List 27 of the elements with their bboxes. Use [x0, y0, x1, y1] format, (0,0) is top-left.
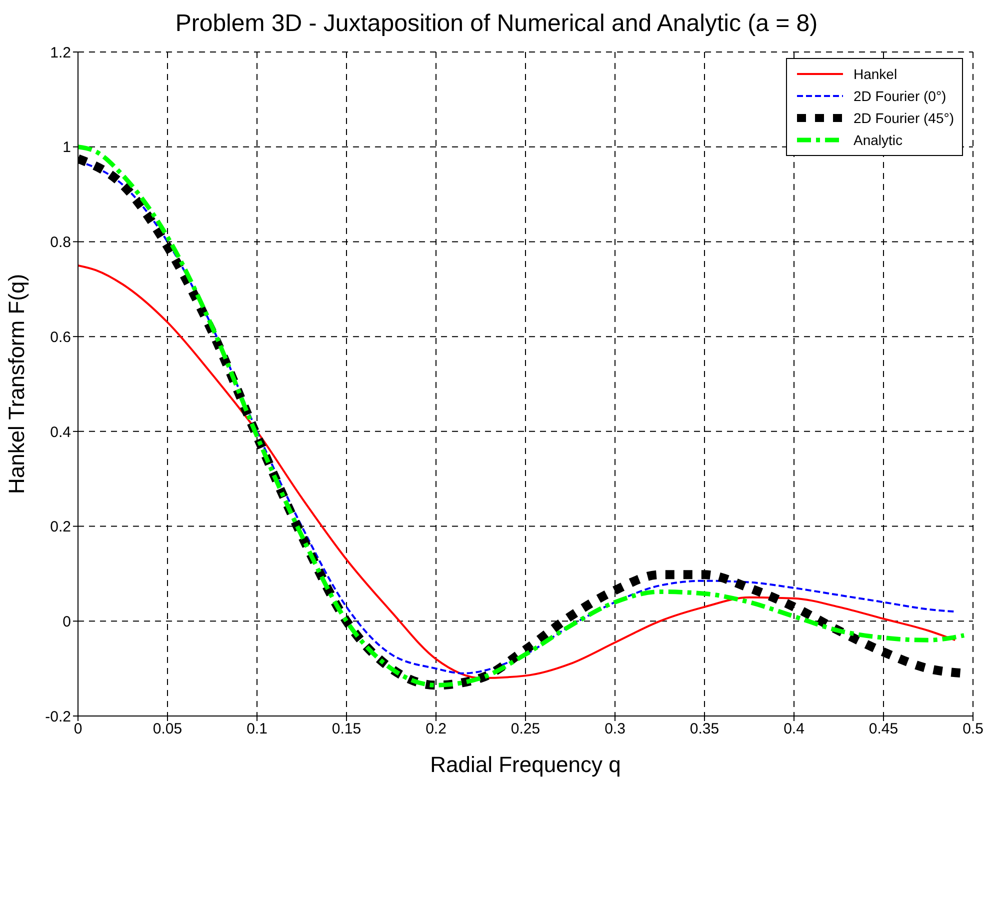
y-tick-label: 0.4 [50, 424, 71, 441]
y-tick-label: 0.6 [50, 328, 71, 346]
x-tick-label: 0.25 [510, 720, 540, 738]
chart-title: Problem 3D - Juxtaposition of Numerical and Analytic (a = 8) [174, 10, 819, 38]
legend-label: Analytic [853, 132, 903, 148]
y-axis-title: Hankel Transform F(q) [4, 274, 29, 494]
line-series [78, 264, 956, 680]
legend-label: 2D Fourier (0°) [853, 88, 946, 104]
y-tick-label: -0.2 [45, 708, 71, 726]
x-tick-label: 0.4 [784, 720, 804, 738]
x-tick-label: 0.5 [962, 720, 984, 738]
x-tick-label: 0.45 [868, 720, 898, 738]
y-tick-label: 1 [62, 139, 71, 156]
x-tick-label: 0.1 [246, 720, 268, 738]
x-tick-label: 0.2 [426, 720, 446, 738]
x-tick-label: 0.35 [690, 720, 720, 738]
x-tick-label: 0.15 [332, 720, 362, 738]
y-tick-label: 1.2 [50, 44, 71, 62]
legend-label: Hankel [853, 66, 898, 82]
x-axis-title: Radial Frequency q [430, 752, 621, 777]
y-tick-label: 0.8 [50, 234, 71, 252]
x-tick-label: 0 [74, 720, 82, 738]
x-tick-label: 0.05 [152, 720, 182, 738]
x-tick-label: 0.3 [604, 720, 626, 738]
y-tick-label: 0.2 [50, 518, 71, 536]
legend-label: 2D Fourier (45°) [853, 110, 954, 126]
y-tick-label: 0 [62, 613, 71, 630]
